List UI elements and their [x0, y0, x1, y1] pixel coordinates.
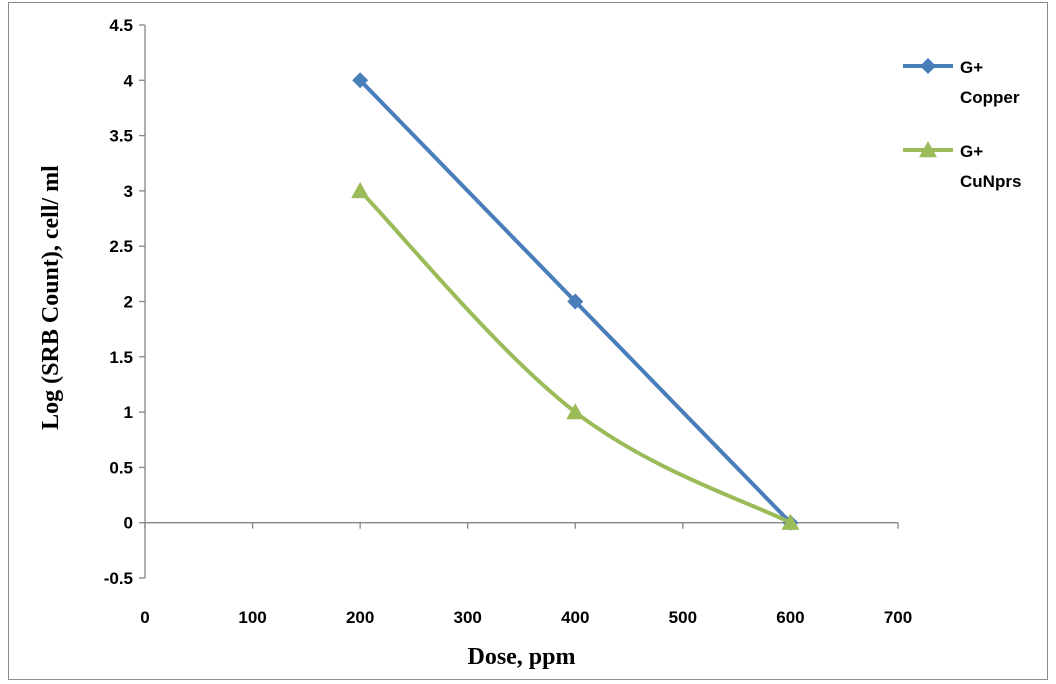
- legend-marker-1: [920, 58, 936, 74]
- y-tick-label: 3: [124, 182, 133, 201]
- y-tick-label: 2.5: [109, 237, 133, 256]
- data-point: [567, 293, 584, 310]
- data-point: [352, 72, 369, 89]
- y-tick-label: 0: [124, 514, 133, 533]
- y-tick-label: 1: [124, 403, 133, 422]
- legend-marker-2: [919, 141, 937, 158]
- legend-label-1: Copper: [960, 88, 1020, 107]
- y-axis-title: Log (SRB Count), cell/ ml: [38, 165, 64, 430]
- plot-area: -0.5 0 0.5 1 1.5 2 2.5 3 3.5 4 4.5 0 100 200 300 400 500…: [104, 16, 912, 627]
- series-line-2: [358, 188, 793, 525]
- y-tick-label: 1.5: [109, 348, 133, 367]
- x-tick-label: 300: [454, 608, 482, 627]
- x-axis-title: Dose, ppm: [467, 644, 575, 670]
- y-tick-label: 4.5: [109, 16, 133, 35]
- x-tick-label: 400: [561, 608, 589, 627]
- legend: G+ Copper G+ CuNprs: [903, 58, 1021, 191]
- y-tick-label: 3.5: [109, 127, 133, 146]
- x-tick-label: 200: [346, 608, 374, 627]
- y-tick-label: 4: [124, 71, 134, 90]
- data-point: [781, 513, 800, 530]
- x-tick-label: 600: [776, 608, 804, 627]
- y-tick-label: 2: [124, 293, 133, 312]
- legend-label-2: CuNprs: [960, 172, 1021, 191]
- legend-label-2: G+: [960, 142, 983, 161]
- legend-label-1: G+: [960, 58, 983, 77]
- x-tick-label: 0: [140, 608, 149, 627]
- y-tick-label: -0.5: [104, 569, 133, 588]
- x-tick-label: 700: [884, 608, 912, 627]
- x-tick-label: 500: [669, 608, 697, 627]
- data-point: [351, 181, 370, 199]
- y-tick-label: 0.5: [109, 458, 133, 477]
- chart-frame: [8, 2, 1048, 680]
- data-point: [566, 403, 585, 420]
- x-tick-label: 100: [238, 608, 266, 627]
